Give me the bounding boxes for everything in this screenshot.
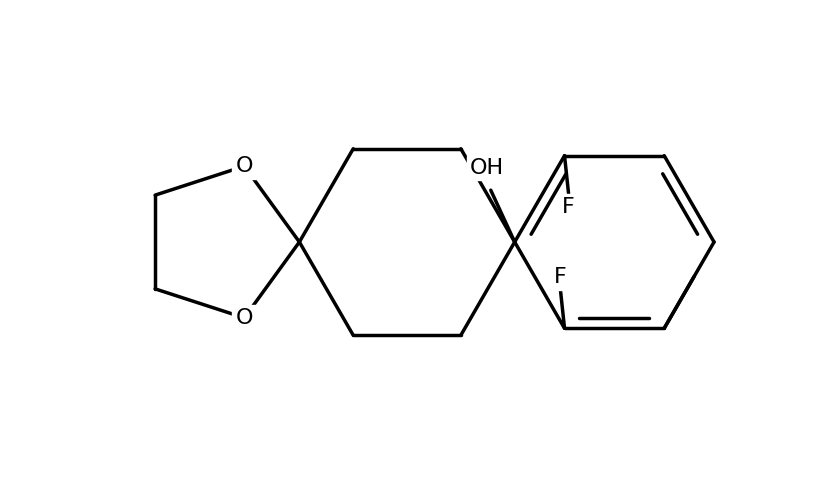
Text: F: F [562,197,575,217]
Text: O: O [235,308,253,328]
Text: OH: OH [470,158,504,178]
Text: O: O [235,156,253,176]
Text: F: F [554,267,567,287]
